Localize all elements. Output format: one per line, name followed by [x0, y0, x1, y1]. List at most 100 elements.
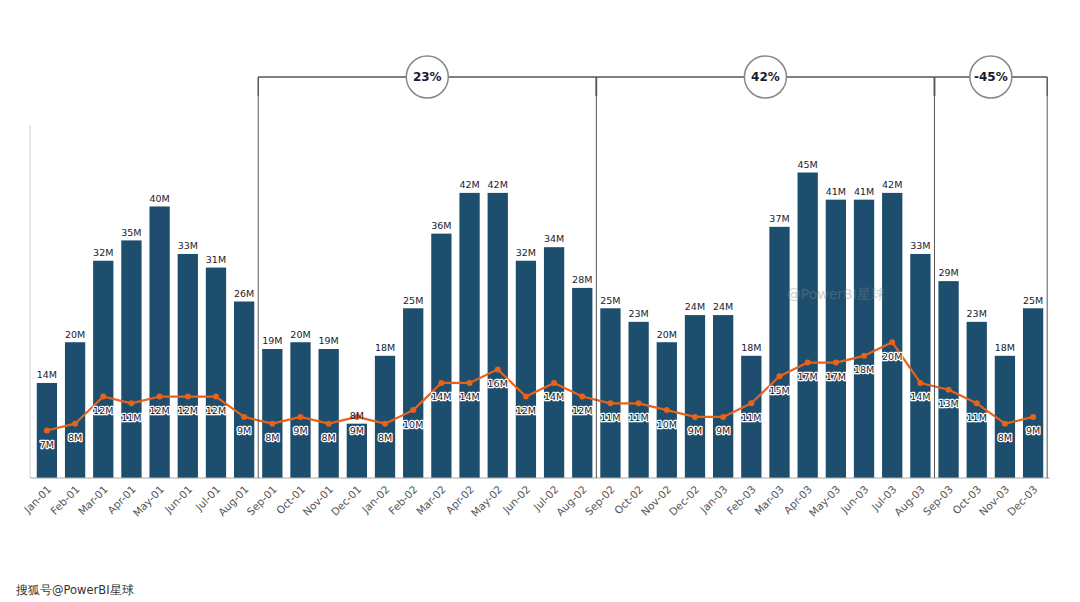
bar [319, 349, 339, 478]
line-label: 15M [769, 385, 789, 396]
bar [826, 200, 846, 478]
bar-label: 20M [65, 329, 85, 340]
x-tick-label: Dec-01 [328, 483, 363, 518]
x-tick-label: Feb-01 [48, 483, 82, 517]
bar [403, 308, 423, 478]
footer: 搜狐号@PowerBI星球 [16, 583, 134, 597]
line-label: 17M [826, 371, 846, 382]
x-tick-label: May-02 [468, 483, 504, 519]
line-marker [382, 421, 388, 427]
divider [1047, 96, 1048, 478]
bar-label: 31M [206, 254, 226, 265]
bar [600, 308, 620, 478]
period-label: -45% [974, 70, 1008, 84]
bar [262, 349, 282, 478]
line-label: 12M [178, 405, 198, 416]
bar-label: 33M [910, 240, 930, 251]
bar [938, 281, 958, 478]
bar [741, 356, 761, 478]
bar-label: 40M [149, 193, 169, 204]
bar [769, 227, 789, 478]
line-marker [157, 394, 163, 400]
line-marker [1030, 414, 1036, 420]
bracket-circle [970, 56, 1012, 98]
x-tick-labels: Jan-01Feb-01Mar-01Apr-01May-01Jun-01Jul-… [21, 483, 1040, 519]
bar-label: 19M [262, 335, 282, 346]
bar [657, 342, 677, 478]
x-tick-label: Nov-02 [638, 483, 673, 518]
line-label: 11M [628, 412, 648, 423]
x-tick-label: Jun-01 [161, 483, 194, 516]
line-marker [523, 394, 529, 400]
x-tick-label: Jan-01 [21, 483, 54, 516]
bar [798, 173, 818, 478]
bar-label: 18M [741, 342, 761, 353]
line-marker [213, 394, 219, 400]
bar-label: 42M [459, 179, 479, 190]
line-label: 14M [459, 391, 479, 402]
x-tick-label: Mar-01 [76, 483, 110, 517]
x-tick-label: Nov-01 [300, 483, 335, 518]
bar-label: 33M [178, 240, 198, 251]
line-label: 12M [93, 405, 113, 416]
bracket-line [1012, 76, 1047, 78]
bar [65, 342, 85, 478]
period-label: 42% [751, 70, 780, 84]
line-label: 10M [657, 419, 677, 430]
line-marker [44, 427, 50, 433]
line-label: 11M [121, 412, 141, 423]
line-label: 11M [967, 412, 987, 423]
bracket-tick [596, 77, 598, 96]
x-tick-label: May-01 [130, 483, 166, 519]
bar [121, 240, 141, 478]
bracket-line [258, 76, 406, 78]
x-tick-label: Nov-03 [977, 483, 1012, 518]
period-label: 23% [413, 70, 442, 84]
bracket-tick [934, 77, 936, 96]
bar [685, 315, 705, 478]
bracket-line [448, 76, 596, 78]
line-marker [185, 394, 191, 400]
divider [258, 96, 259, 478]
line-marker [1002, 421, 1008, 427]
bar-label: 20M [657, 329, 677, 340]
line-label: 9M [350, 425, 364, 436]
line-marker [692, 414, 698, 420]
divider [596, 96, 597, 478]
x-tick-label: May-03 [807, 483, 843, 519]
x-tick-label: Aug-03 [892, 483, 927, 518]
line-label: 8M [378, 432, 392, 443]
period-brackets: 23% 42% -45% [258, 56, 1047, 478]
bar [149, 206, 169, 478]
bar [995, 356, 1015, 478]
x-tick-label: Feb-03 [724, 483, 758, 517]
line-label: 14M [910, 391, 930, 402]
watermark: @PowerBI星球 [787, 286, 885, 302]
line-label: 8M [322, 432, 336, 443]
bar [375, 356, 395, 478]
line-label: 9M [688, 425, 702, 436]
line-label: 11M [600, 412, 620, 423]
bar [488, 193, 508, 478]
line-marker [748, 400, 754, 406]
line-marker [269, 421, 275, 427]
line-marker [664, 407, 670, 413]
line-label: 9M [1026, 425, 1040, 436]
bar-label: 19M [319, 335, 339, 346]
x-axis-line [30, 478, 1050, 479]
line-label: 17M [798, 371, 818, 382]
bracket-circle [744, 56, 786, 98]
bar [431, 234, 451, 478]
bar [854, 200, 874, 478]
bar [347, 424, 367, 478]
bracket-tick [934, 77, 936, 96]
bar-label: 29M [938, 267, 958, 278]
line-label: 14M [544, 391, 564, 402]
line-marker [100, 394, 106, 400]
bar-label: 34M [544, 233, 564, 244]
line-label: 20M [882, 351, 902, 362]
line-marker [551, 380, 557, 386]
x-tick-label: Dec-02 [667, 483, 702, 518]
line-label: 8M [998, 432, 1012, 443]
line-marker [889, 339, 895, 345]
